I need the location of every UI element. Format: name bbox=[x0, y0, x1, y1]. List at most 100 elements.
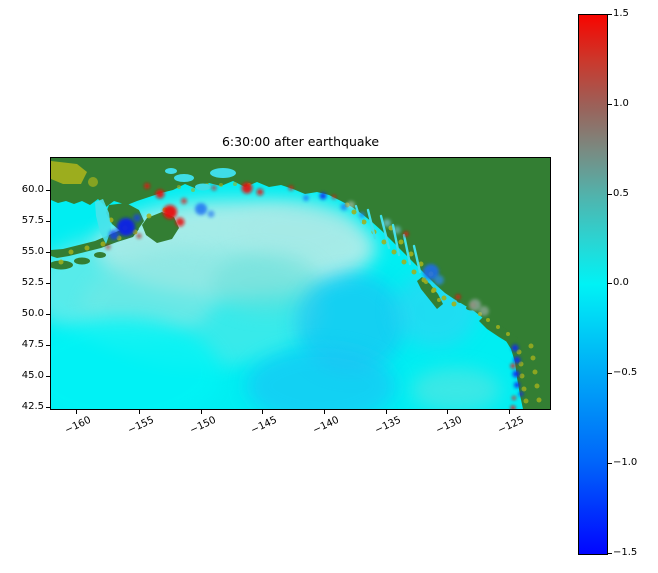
wave-hotspot-negative bbox=[195, 203, 207, 215]
coast-speckles-north bbox=[177, 185, 181, 189]
y-tick-mark bbox=[46, 283, 50, 284]
coast-speckles-us-west bbox=[516, 349, 522, 355]
coast-speckles-panhandle bbox=[411, 269, 417, 275]
wave-gray-patch bbox=[479, 306, 489, 316]
land-tundra-speckles bbox=[100, 241, 106, 247]
wave-hotspot-negative bbox=[109, 230, 119, 240]
y-tick-label: 47.5 bbox=[21, 339, 44, 350]
x-tick-mark bbox=[139, 410, 140, 414]
colorbar-tick-mark bbox=[608, 283, 612, 284]
coast-speckles-haida bbox=[437, 298, 441, 302]
x-tick-mark bbox=[509, 410, 510, 414]
land-coastal-island bbox=[457, 299, 465, 303]
wave-hotspot-negative bbox=[512, 370, 520, 378]
wave-hotspot-positive bbox=[175, 217, 185, 227]
y-tick-label: 55.0 bbox=[21, 246, 44, 257]
coast-speckles-us-west bbox=[528, 343, 534, 349]
colorbar-tick-label: −0.5 bbox=[613, 367, 638, 378]
cook-inlet-water bbox=[95, 199, 111, 244]
y-tick-mark bbox=[46, 407, 50, 408]
colorbar bbox=[578, 14, 608, 555]
x-tick-mark bbox=[76, 410, 77, 414]
wave-hotspot-positive bbox=[510, 405, 516, 409]
coast-speckles-haida bbox=[431, 289, 435, 293]
land-tundra-patch bbox=[88, 177, 98, 187]
wave-hotspot-negative bbox=[513, 356, 521, 364]
coast-speckles-panhandle bbox=[408, 251, 414, 257]
x-tick-mark bbox=[201, 410, 202, 414]
coast-speckles-vancouver bbox=[506, 332, 510, 336]
y-tick-label: 42.5 bbox=[21, 401, 44, 412]
land-tundra-speckles bbox=[68, 249, 74, 255]
coast-speckles-us-west bbox=[521, 386, 527, 392]
x-tick-label: −140 bbox=[311, 414, 341, 437]
wave-hotspot-negative bbox=[383, 219, 391, 227]
wave-hotspot-negative bbox=[393, 226, 401, 234]
coast-speckles-us-west bbox=[530, 355, 536, 361]
wave-gray-patch bbox=[469, 299, 481, 311]
y-tick-mark bbox=[46, 376, 50, 377]
coast-speckles-panhandle bbox=[398, 239, 404, 245]
inland-water bbox=[174, 174, 194, 182]
wave-hotspot-positive bbox=[136, 233, 142, 239]
y-tick-mark bbox=[46, 190, 50, 191]
coast-speckles-north bbox=[219, 183, 223, 187]
map-shapes bbox=[51, 158, 550, 409]
coast-speckles-panhandle bbox=[401, 259, 407, 265]
colorbar-tick-mark bbox=[608, 104, 612, 105]
colorbar-tick-mark bbox=[608, 463, 612, 464]
wave-hotspot-positive bbox=[455, 294, 461, 300]
wave-hotspot-positive bbox=[163, 205, 177, 219]
plot-title: 6:30:00 after earthquake bbox=[221, 134, 380, 149]
wave-hotspot-positive bbox=[105, 244, 111, 250]
wave-hotspot-negative bbox=[434, 275, 444, 285]
colorbar-tick-mark bbox=[608, 14, 612, 15]
y-tick-mark bbox=[46, 314, 50, 315]
ocean-blue-midright bbox=[296, 273, 406, 373]
coast-speckles-us-west bbox=[536, 397, 542, 403]
coast-speckles-vancouver bbox=[496, 325, 500, 329]
wave-hotspot-positive bbox=[241, 182, 253, 194]
land-aleutian-island bbox=[94, 252, 106, 258]
fjord-channel bbox=[402, 233, 412, 266]
ocean-pale-east bbox=[236, 202, 356, 258]
inland-water bbox=[210, 168, 236, 178]
wave-hotspot-positive bbox=[510, 363, 516, 369]
ocean-blue-lower bbox=[246, 348, 396, 409]
wave-hotspot-negative bbox=[340, 203, 348, 211]
coast-speckles-us-west bbox=[534, 383, 540, 389]
x-tick-label: −150 bbox=[188, 414, 218, 437]
land-tundra-speckles bbox=[58, 259, 64, 265]
x-tick-label: −135 bbox=[373, 414, 403, 437]
x-tick-mark bbox=[262, 410, 263, 414]
colorbar-tick-mark bbox=[608, 194, 612, 195]
plot-area bbox=[50, 157, 551, 410]
land-aleutian-island bbox=[74, 257, 90, 265]
map-canvas bbox=[51, 158, 550, 409]
fjord-channel bbox=[412, 244, 422, 274]
coast-speckles-panhandle bbox=[361, 219, 367, 225]
y-tick-label: 45.0 bbox=[21, 370, 44, 381]
wave-hotspot-negative bbox=[423, 264, 439, 280]
land-haida-gwaii bbox=[417, 277, 443, 309]
land-tundra-speckles bbox=[146, 213, 152, 219]
colorbar-tick-label: −1.5 bbox=[613, 547, 638, 558]
ocean-cyan-bottomleft bbox=[51, 318, 221, 409]
wave-hotspot-negative bbox=[319, 192, 327, 200]
wave-hotspot-positive bbox=[181, 198, 187, 204]
wave-hotspot-positive bbox=[211, 185, 217, 191]
land-kodiak-island bbox=[142, 212, 179, 243]
wave-hotspot-positive bbox=[403, 231, 409, 237]
colorbar-tick-mark bbox=[608, 373, 612, 374]
coast-speckles-north bbox=[191, 188, 195, 192]
y-tick-mark bbox=[46, 252, 50, 253]
x-tick-label: −145 bbox=[249, 414, 279, 437]
wave-hotspot-negative bbox=[511, 344, 519, 352]
inland-water bbox=[165, 168, 177, 174]
wave-gray-patch bbox=[347, 201, 355, 209]
coast-speckles-panhandle bbox=[351, 209, 357, 215]
x-tick-label: −125 bbox=[496, 414, 526, 437]
x-tick-mark bbox=[324, 410, 325, 414]
colorbar-tick-label: 0.5 bbox=[613, 188, 629, 199]
